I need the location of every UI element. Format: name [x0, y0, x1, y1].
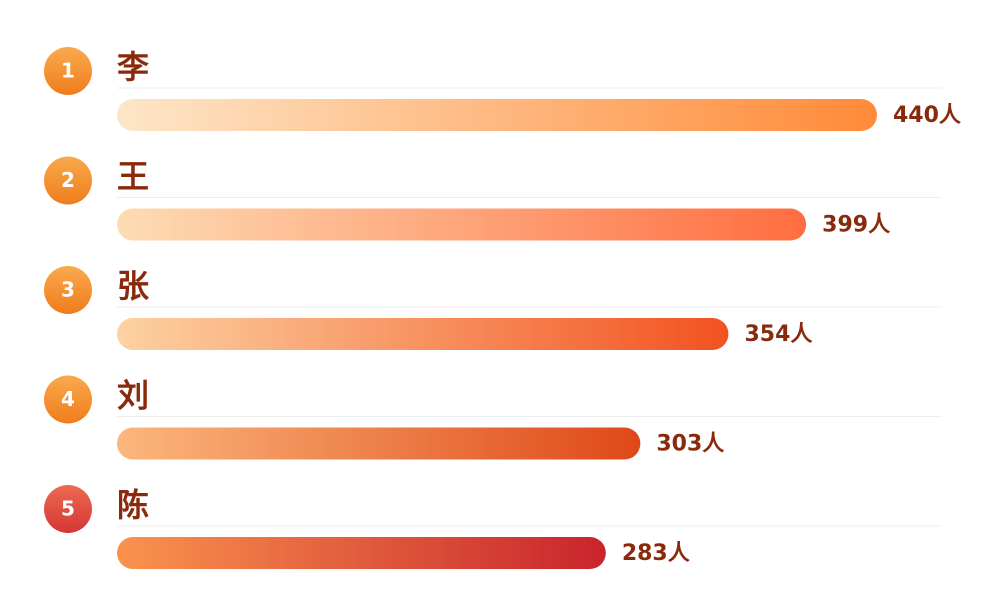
rank-badge [44, 47, 92, 95]
value-label: 399人 [822, 213, 890, 238]
value-label: 283人 [622, 541, 690, 566]
rank-badge [44, 485, 92, 533]
rank-number: 3 [61, 278, 75, 302]
bar [117, 427, 641, 460]
bar [117, 99, 877, 131]
rank-number: 2 [61, 168, 75, 192]
bar [117, 537, 606, 569]
rank-number: 5 [61, 497, 75, 521]
category-label: 张 [117, 267, 149, 305]
value-label: 440人 [893, 103, 961, 128]
category-label: 陈 [117, 486, 149, 524]
category-label: 刘 [117, 377, 149, 415]
category-label: 王 [117, 158, 149, 196]
rank-number: 4 [61, 387, 75, 411]
category-label: 李 [117, 48, 149, 86]
value-label: 303人 [656, 432, 724, 457]
rank-badge [44, 266, 92, 314]
rank-badge [44, 156, 92, 205]
bar [117, 208, 807, 241]
rank-number: 1 [61, 59, 75, 83]
rank-badge [44, 375, 92, 424]
bar [117, 318, 729, 350]
value-label: 354人 [744, 322, 812, 347]
